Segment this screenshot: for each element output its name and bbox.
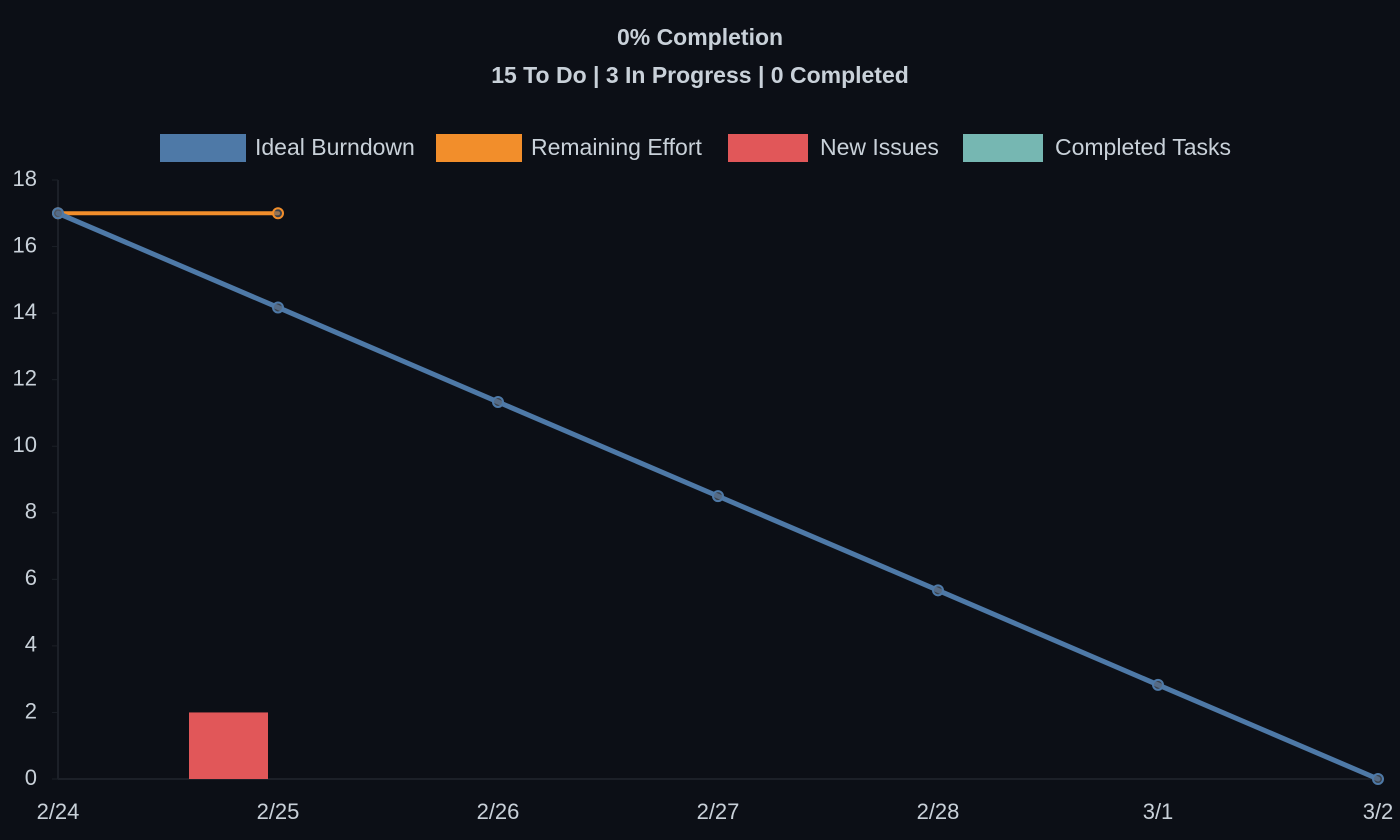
legend-label: Completed Tasks	[1055, 134, 1231, 160]
y-tick-label: 12	[13, 365, 37, 390]
point	[272, 207, 284, 220]
legend-label: New Issues	[820, 134, 939, 160]
legend-swatch	[160, 134, 246, 162]
x-tick-label: 2/25	[257, 799, 300, 824]
y-tick-label: 14	[13, 299, 37, 324]
x-tick-label: 2/27	[697, 799, 740, 824]
legend-label: Remaining Effort	[531, 134, 702, 160]
y-tick-label: 2	[25, 698, 37, 723]
legend-swatch	[728, 134, 808, 162]
y-tick-label: 18	[13, 166, 37, 191]
chart-title: 0% Completion	[617, 24, 783, 50]
y-tick-label: 10	[13, 432, 37, 457]
legend-label: Ideal Burndown	[255, 134, 415, 160]
point	[932, 584, 944, 597]
x-tick-label: 2/28	[917, 799, 960, 824]
point	[52, 207, 64, 220]
y-tick-label: 16	[13, 232, 37, 257]
x-tick-label: 3/1	[1143, 799, 1174, 824]
bar	[189, 712, 268, 779]
y-tick-label: 6	[25, 565, 37, 590]
point	[272, 301, 284, 314]
point	[1372, 773, 1384, 785]
x-tick-label: 3/2	[1363, 799, 1394, 824]
y-tick-label: 0	[25, 765, 37, 790]
y-tick-label: 4	[25, 632, 37, 657]
point	[492, 395, 504, 408]
x-tick-label: 2/26	[477, 799, 520, 824]
legend-swatch	[963, 134, 1043, 162]
y-tick-label: 8	[25, 499, 37, 524]
x-tick-label: 2/24	[37, 799, 80, 824]
point	[712, 490, 724, 503]
legend-swatch	[436, 134, 522, 162]
point	[1152, 678, 1164, 691]
chart-subtitle: 15 To Do | 3 In Progress | 0 Completed	[491, 62, 909, 88]
